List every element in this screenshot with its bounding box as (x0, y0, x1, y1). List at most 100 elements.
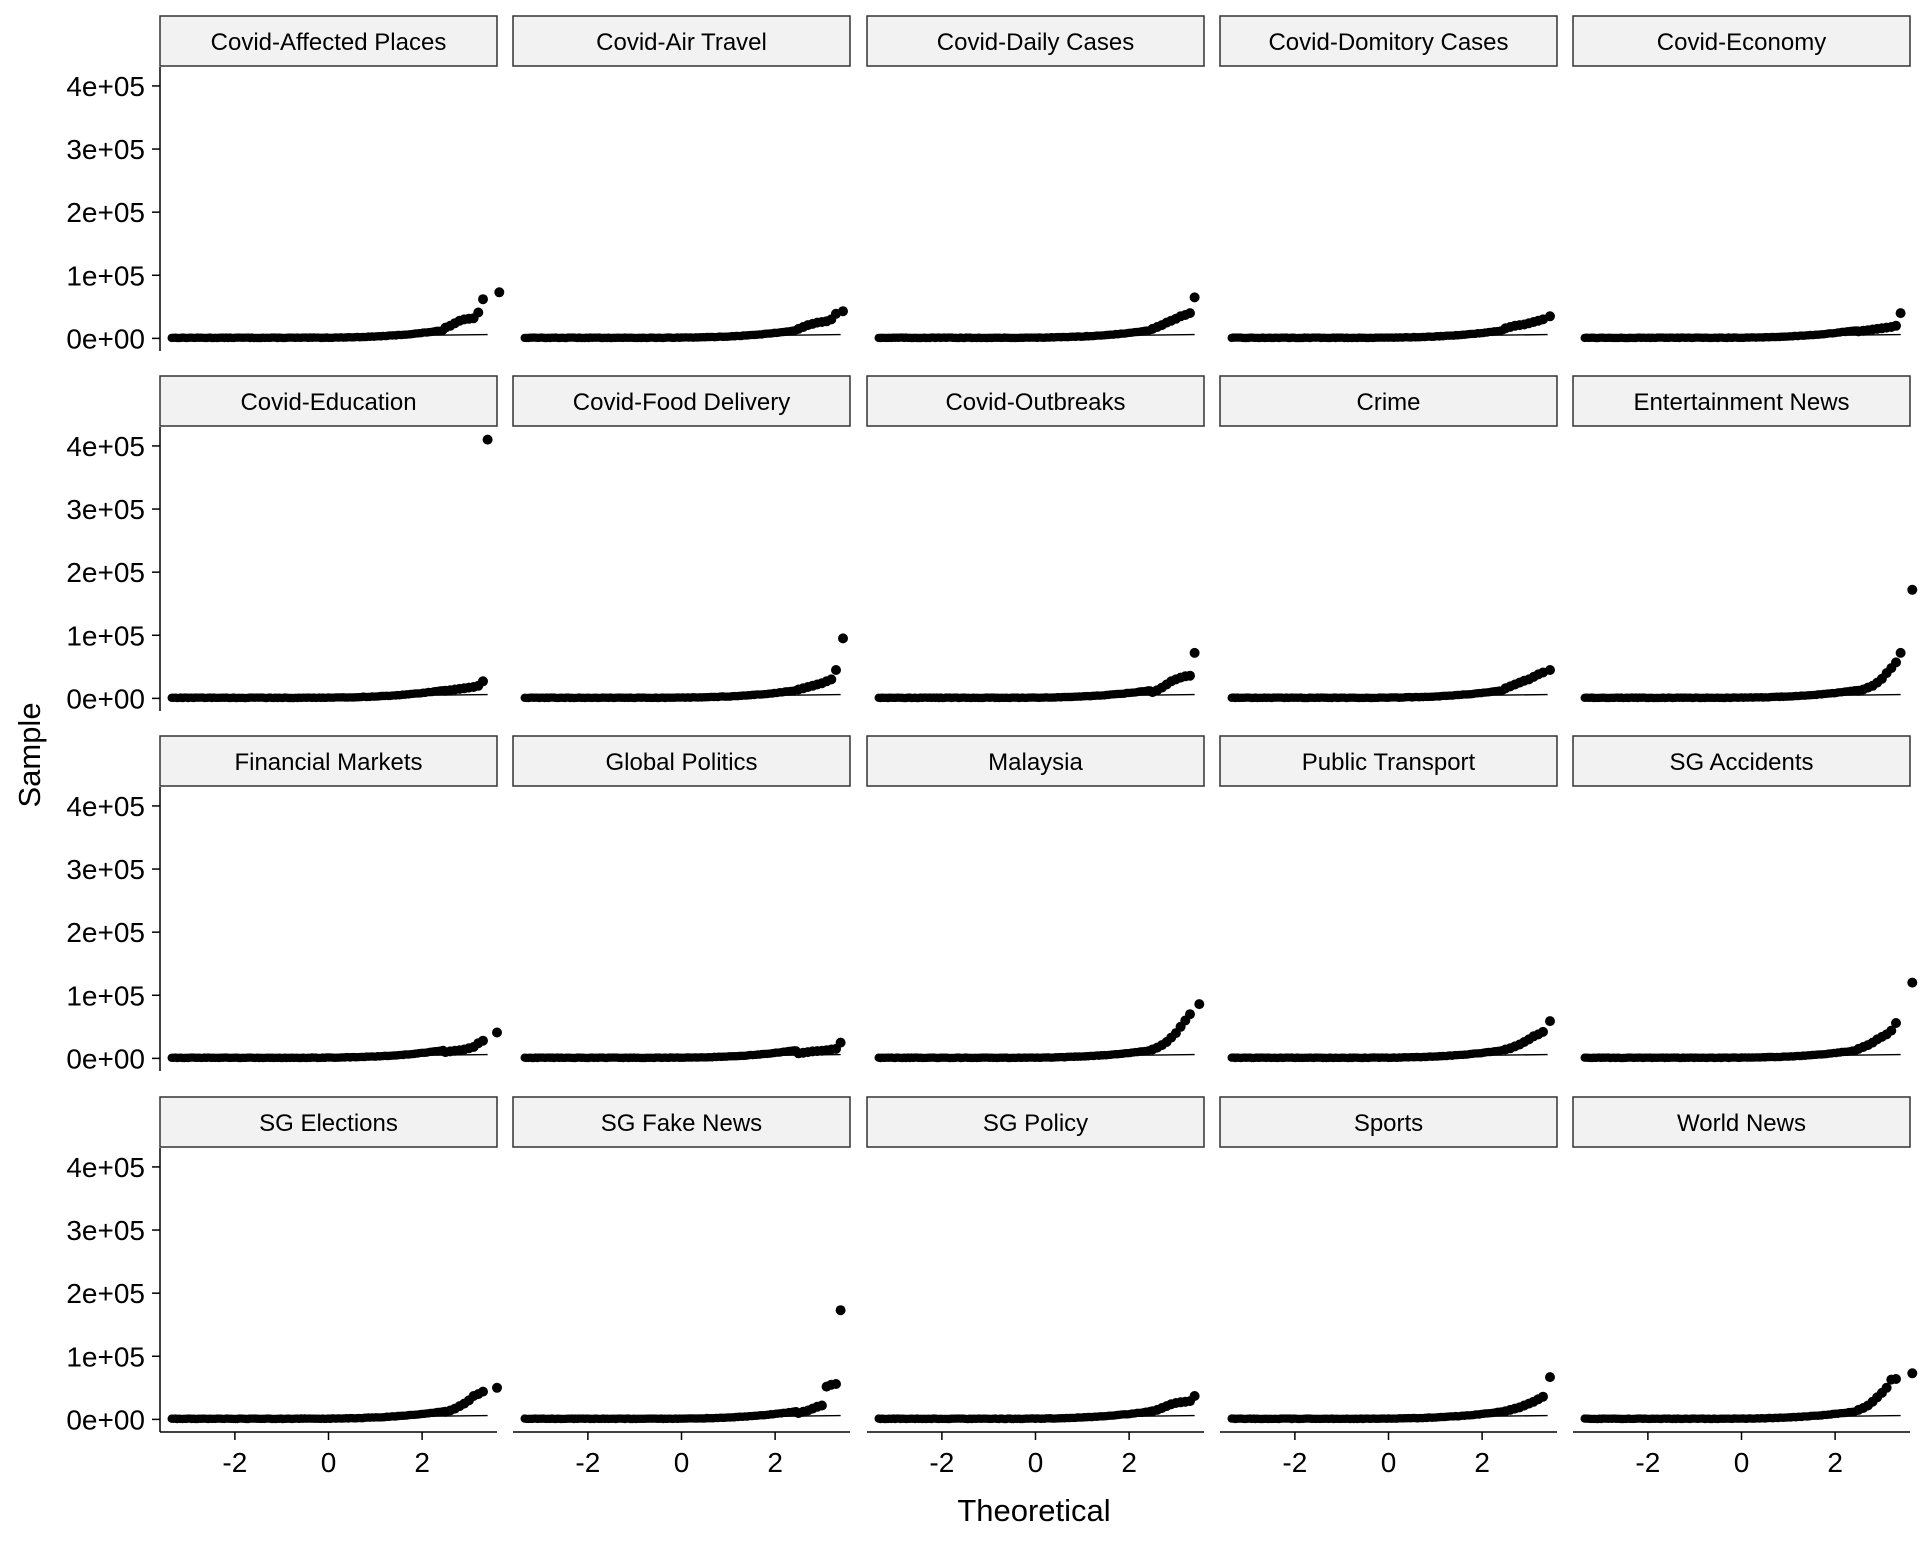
x-tick-label: 0 (1381, 1447, 1397, 1478)
y-tick-label: 3e+05 (66, 134, 145, 165)
x-tick-label: -2 (929, 1447, 954, 1478)
x-axis-title: Theoretical (957, 1493, 1110, 1528)
qq-point (1891, 320, 1901, 331)
y-tick-label: 3e+05 (66, 854, 145, 885)
facet-panel: SG Accidents (1572, 735, 1918, 1063)
qq-point (473, 307, 484, 318)
qq-point (838, 306, 848, 317)
y-tick-label: 2e+05 (66, 1278, 145, 1309)
y-tick-label: 3e+05 (66, 494, 145, 525)
facet-panel: Public Transport (1219, 735, 1558, 1063)
facet-strip-label: World News (1677, 1110, 1806, 1137)
y-axis-title: Sample (12, 702, 47, 807)
qq-point (1194, 999, 1205, 1010)
qq-point (478, 676, 488, 687)
x-tick-label: 2 (1474, 1447, 1490, 1478)
facet-strip-label: Global Politics (605, 749, 757, 776)
facet-strip (866, 15, 1205, 67)
facet-panel: Covid-Domitory Cases (1219, 15, 1558, 343)
y-tick-label: 1e+05 (66, 620, 145, 651)
qq-point (816, 1400, 827, 1411)
facet-strip-label: Covid-Education (240, 389, 416, 416)
facet-strip (512, 375, 851, 427)
qq-point (1886, 1025, 1897, 1036)
qq-point (1185, 308, 1195, 319)
facet-panel: Financial Markets 0e+00 1e+05 2e+05 3e+05 4e+… (66, 735, 502, 1074)
facet-strip (1219, 735, 1558, 787)
x-tick-label: 2 (1827, 1447, 1843, 1478)
facet-strip (512, 15, 851, 67)
x-tick-label: 2 (414, 1447, 430, 1478)
qq-point (1895, 308, 1906, 319)
y-tick-label: 1e+05 (66, 1341, 145, 1372)
qq-point (478, 1386, 488, 1397)
qq-point (1189, 292, 1200, 303)
y-tick-label: 0e+00 (66, 683, 145, 714)
facet-strip (159, 735, 498, 787)
y-tick-label: 2e+05 (66, 197, 145, 228)
facet-strip-label: Sports (1354, 1110, 1423, 1137)
facet-strip (1572, 375, 1911, 427)
facet-panel: Crime (1219, 375, 1558, 703)
facet-panel: Covid-Daily Cases (866, 15, 1205, 343)
qq-point (492, 1382, 502, 1393)
facet-strip (1219, 1096, 1558, 1148)
facet-panel: Global Politics (512, 735, 851, 1063)
qq-point (478, 1035, 488, 1046)
facet-panel: Covid-Economy (1572, 15, 1911, 343)
qq-point (1189, 647, 1200, 658)
qq-point (1891, 1374, 1901, 1384)
x-tick-label: 0 (321, 1447, 337, 1478)
qq-point (478, 294, 488, 305)
qq-point (494, 287, 505, 298)
x-tick-label: -2 (222, 1447, 247, 1478)
facet-strip (1219, 375, 1558, 427)
facet-panel: Covid-Affected Places 0e+00 1e+05 2e+05 3e+0… (66, 15, 505, 354)
facet-strip (512, 1096, 851, 1148)
x-tick-label: 2 (767, 1447, 783, 1478)
facet-strip-label: Covid-Air Travel (596, 29, 767, 56)
y-tick-label: 4e+05 (66, 431, 145, 462)
facet-strip-label: SG Fake News (601, 1110, 762, 1137)
x-tick-label: -2 (575, 1447, 600, 1478)
facet-strip (1572, 1096, 1911, 1148)
facet-panel: Covid-Education 0e+00 1e+05 2e+05 3e+05 4e+05 (66, 375, 498, 714)
qq-point (1538, 1391, 1548, 1402)
facet-strip-label: Covid-Affected Places (211, 29, 447, 56)
x-tick-label: -2 (1635, 1447, 1660, 1478)
facet-strip-label: Entertainment News (1633, 389, 1849, 416)
qq-point (831, 665, 841, 675)
x-tick-label: 2 (1121, 1447, 1137, 1478)
facet-panel: SG Policy -2 0 2 (866, 1096, 1205, 1478)
facet-strip (159, 15, 498, 67)
y-tick-label: 1e+05 (66, 980, 145, 1011)
qq-point (1189, 1391, 1200, 1401)
facet-strip-label: Crime (1357, 389, 1421, 416)
facet-strip-label: SG Accidents (1669, 749, 1813, 776)
qq-point (482, 434, 493, 445)
qq-point (1895, 647, 1906, 658)
qq-point (1907, 584, 1918, 595)
facet-strip (866, 1096, 1205, 1148)
facet-strip (512, 735, 851, 787)
qq-point (1538, 1026, 1548, 1037)
y-tick-label: 0e+00 (66, 323, 145, 354)
qq-point (835, 1305, 846, 1316)
facet-strip-label: Covid-Food Delivery (573, 389, 790, 416)
facet-strip-label: Covid-Economy (1657, 29, 1826, 56)
facet-strip-label: Financial Markets (234, 749, 422, 776)
facet-strip (866, 375, 1205, 427)
qq-point (838, 633, 848, 644)
y-tick-label: 4e+05 (66, 1152, 145, 1183)
qq-point (1185, 670, 1195, 681)
x-tick-label: -2 (1282, 1447, 1307, 1478)
x-tick-label: 0 (1734, 1447, 1750, 1478)
y-tick-label: 3e+05 (66, 1215, 145, 1246)
facet-strip (159, 1096, 498, 1148)
qq-point (1881, 1382, 1892, 1393)
y-tick-label: 2e+05 (66, 917, 145, 948)
facet-strip (159, 375, 498, 427)
qq-point (1891, 1018, 1901, 1028)
facet-panel: Covid-Air Travel (512, 15, 851, 343)
